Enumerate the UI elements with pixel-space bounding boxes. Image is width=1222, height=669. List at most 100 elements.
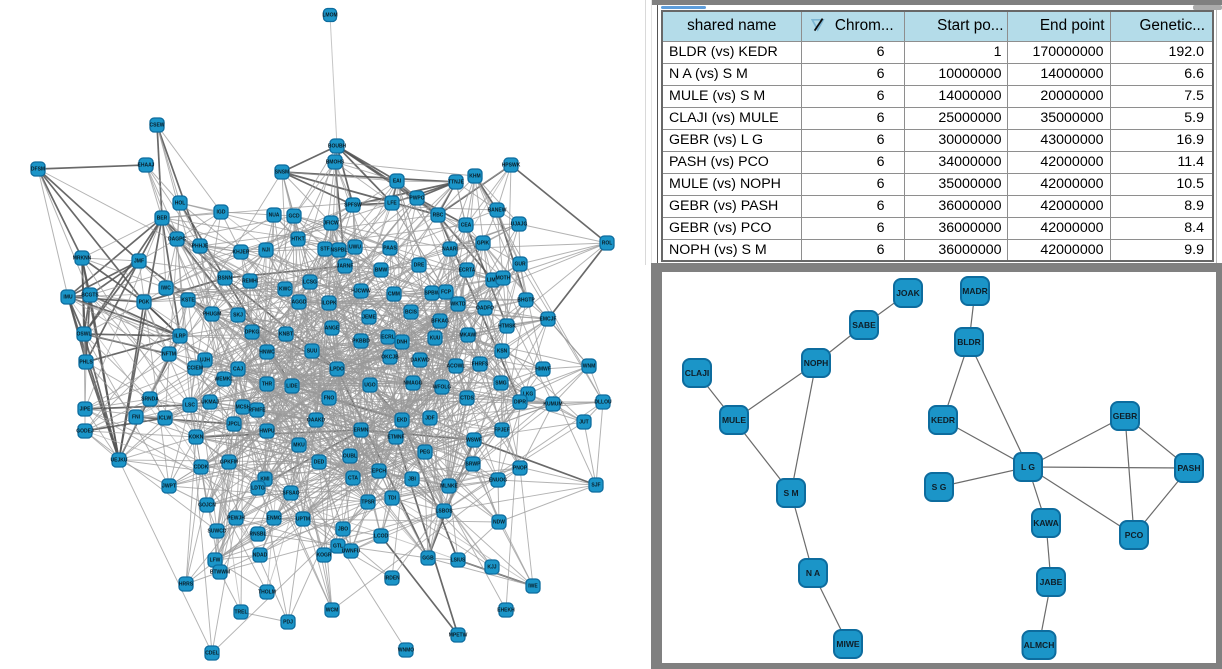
svg-text:UGO: UGO [364,383,376,389]
svg-text:GEBR: GEBR [1113,411,1138,421]
svg-text:NSPBL: NSPBL [331,248,348,254]
svg-text:EMCJF: EMCJF [540,317,557,323]
svg-text:KMI: KMI [260,477,270,483]
svg-text:MIWE: MIWE [836,639,859,649]
svg-text:WNM: WNM [583,364,596,370]
svg-text:TDI: TDI [388,496,397,502]
svg-text:OAAKD: OAAKD [307,418,326,424]
svg-text:EKD: EKD [397,418,408,424]
svg-text:EPCH: EPCH [372,469,386,475]
svg-text:REMHI: REMHI [242,279,259,285]
svg-text:S M: S M [783,488,798,498]
svg-text:LIMC: LIMC [487,278,500,284]
svg-text:UWNFU: UWNFU [342,549,361,555]
svg-text:MULE: MULE [722,415,746,425]
svg-text:FNI: FNI [132,415,141,421]
svg-text:TPSR: TPSR [361,500,375,506]
svg-text:DRE: DRE [414,263,425,269]
svg-text:HTKT: HTKT [291,237,304,243]
svg-text:LFE: LFE [387,201,397,207]
svg-text:BCIS: BCIS [405,310,418,316]
svg-text:FCP: FCP [441,290,452,296]
svg-text:ICLW: ICLW [159,416,172,422]
svg-text:IWE: IWE [528,584,538,590]
svg-text:JEME: JEME [362,315,376,321]
svg-text:IMU: IMU [63,295,73,301]
svg-text:FNO: FNO [324,396,335,402]
svg-text:EAI: EAI [393,179,402,185]
svg-text:SPBW: SPBW [425,291,440,297]
svg-text:CCIEM: CCIEM [187,366,203,372]
svg-text:OUBL: OUBL [343,454,357,460]
svg-text:LCOD: LCOD [374,534,389,540]
svg-text:IGD: IGD [217,210,226,216]
svg-text:ECRTA: ECRTA [459,268,476,274]
svg-text:SMG: SMG [495,381,507,387]
svg-text:EHAAJ: EHAAJ [138,163,155,169]
svg-text:MRKNN: MRKNN [73,256,92,262]
svg-text:HMWF: HMWF [535,367,551,373]
svg-text:BMW: BMW [375,268,388,274]
svg-text:BANEW: BANEW [488,208,507,214]
svg-text:HOL: HOL [175,201,186,207]
svg-text:PDJ: PDJ [283,620,293,626]
svg-text:GPIK: GPIK [477,241,490,247]
svg-text:DFSM: DFSM [31,167,45,173]
svg-text:BCGTS: BCGTS [81,293,99,299]
svg-text:ECRL: ECRL [381,335,395,341]
svg-text:PHUGM: PHUGM [203,312,222,318]
svg-text:SRNDA: SRNDA [141,397,159,403]
svg-text:BLDR: BLDR [957,337,981,347]
svg-text:THR: THR [262,382,273,388]
svg-text:WNMO: WNMO [398,648,414,654]
svg-text:KWC: KWC [279,287,291,293]
svg-text:BHGTP: BHGTP [517,298,535,304]
svg-text:ROL: ROL [602,241,613,247]
svg-text:SUU: SUU [307,349,318,355]
svg-text:UJH: UJH [200,358,210,364]
svg-text:KUMUM: KUMUM [543,402,562,408]
svg-text:SNSM: SNSM [275,170,289,176]
svg-text:DAGPC: DAGPC [168,237,186,243]
svg-text:GCD: GCD [288,214,300,220]
svg-text:CEA: CEA [461,223,472,229]
svg-text:JARNF: JARNF [337,264,354,270]
svg-text:N A: N A [806,568,820,578]
svg-text:BER: BER [157,216,168,222]
svg-text:UKMAJ: UKMAJ [201,400,219,406]
svg-text:SABE: SABE [852,320,876,330]
svg-text:LCSG: LCSG [303,280,317,286]
svg-text:LSBOS: LSBOS [435,509,453,515]
svg-text:JBO: JBO [338,527,348,533]
svg-text:KNBT: KNBT [279,332,293,338]
svg-text:KHM: KHM [469,174,480,180]
svg-text:KJJ: KJJ [487,565,496,571]
svg-text:KOGR: KOGR [317,553,332,559]
svg-text:LMOM: LMOM [322,13,337,19]
svg-text:PNOP: PNOP [513,466,528,472]
svg-text:JPCL: JPCL [228,422,241,428]
svg-text:DED: DED [314,460,325,466]
svg-text:UPTM: UPTM [296,517,310,523]
svg-text:MPETW: MPETW [449,633,468,639]
svg-text:RBC: RBC [433,213,444,219]
svg-text:ETMNF: ETMNF [387,435,404,441]
svg-text:HJCWW: HJCWW [351,289,371,295]
svg-text:PEWJH: PEWJH [227,516,245,522]
svg-text:MKU: MKU [293,443,305,449]
svg-text:CMM: CMM [388,292,400,298]
svg-text:ILOPK: ILOPK [321,301,337,307]
svg-text:NAARI: NAARI [442,247,458,253]
svg-text:OSWL: OSWL [77,332,92,338]
svg-text:BFKAG: BFKAG [431,319,449,325]
svg-text:PWPO: PWPO [409,196,424,202]
svg-text:JWPT: JWPT [162,484,176,490]
svg-text:L G: L G [1021,462,1035,472]
svg-text:LSIUS: LSIUS [451,558,466,564]
svg-text:LIDE: LIDE [286,384,298,390]
svg-text:KHJER: KHJER [233,250,250,256]
svg-text:CSEW: CSEW [150,123,165,129]
svg-text:NDW: NDW [493,520,505,526]
svg-text:SJF: SJF [591,483,600,489]
svg-text:OKCJB: OKCJB [381,355,399,361]
